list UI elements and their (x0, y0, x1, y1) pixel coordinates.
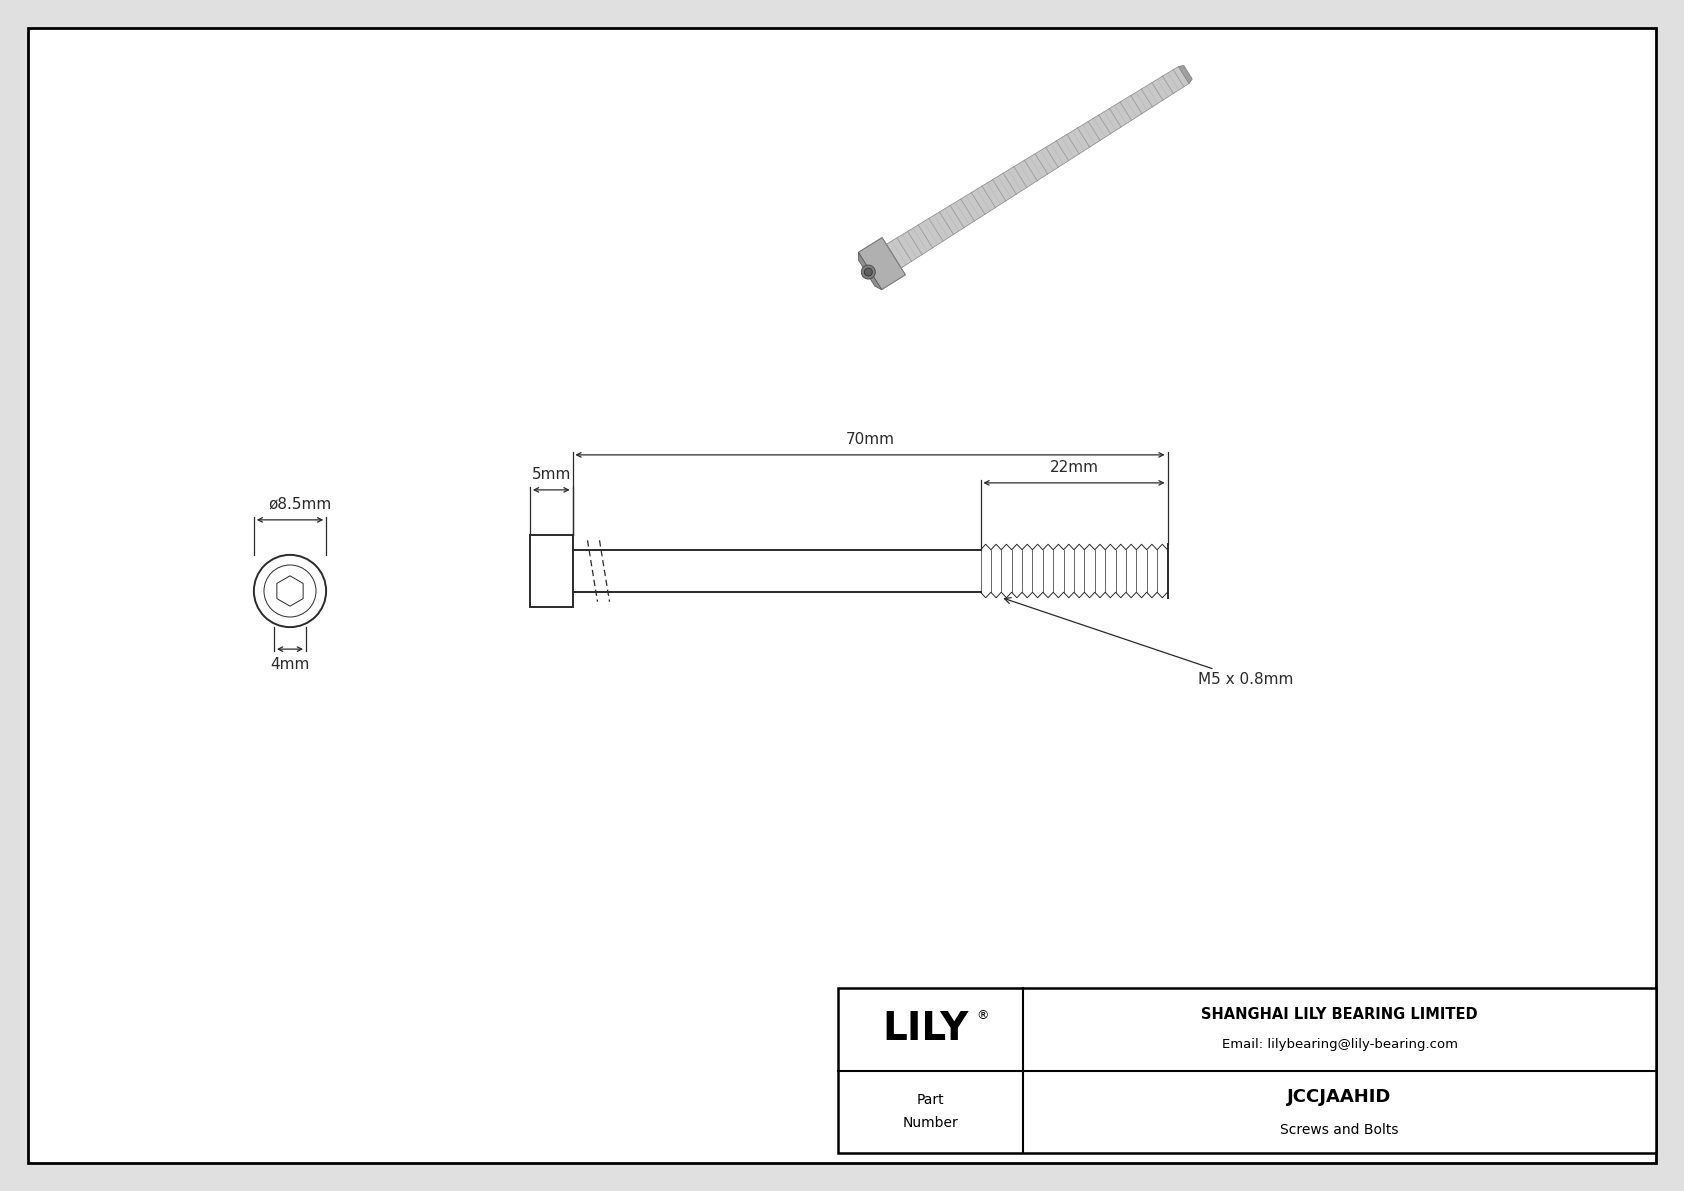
Polygon shape (859, 237, 906, 289)
Text: Part
Number: Part Number (903, 1093, 958, 1130)
Circle shape (254, 555, 327, 628)
Text: SHANGHAI LILY BEARING LIMITED: SHANGHAI LILY BEARING LIMITED (1201, 1006, 1479, 1022)
Bar (530, 535, 573, 607)
Text: 22mm: 22mm (1049, 460, 1098, 475)
Circle shape (864, 268, 872, 276)
Bar (839, 989, 1655, 1153)
Polygon shape (1179, 66, 1192, 83)
Text: 4mm: 4mm (271, 657, 310, 672)
Polygon shape (886, 67, 1189, 268)
Circle shape (861, 266, 876, 279)
Text: ø8.5mm: ø8.5mm (268, 497, 332, 512)
Text: Email: lilybearing@lily-bearing.com: Email: lilybearing@lily-bearing.com (1221, 1037, 1457, 1050)
Text: M5 x 0.8mm: M5 x 0.8mm (1004, 598, 1293, 687)
Text: LILY: LILY (882, 1010, 968, 1048)
Text: ®: ® (977, 1009, 989, 1022)
Text: 70mm: 70mm (845, 432, 894, 447)
Text: Screws and Bolts: Screws and Bolts (1280, 1123, 1399, 1137)
Polygon shape (859, 252, 882, 289)
Text: 5mm: 5mm (532, 467, 571, 482)
Circle shape (264, 565, 317, 617)
Polygon shape (276, 575, 303, 606)
Text: JCCJAAHID: JCCJAAHID (1287, 1087, 1391, 1106)
